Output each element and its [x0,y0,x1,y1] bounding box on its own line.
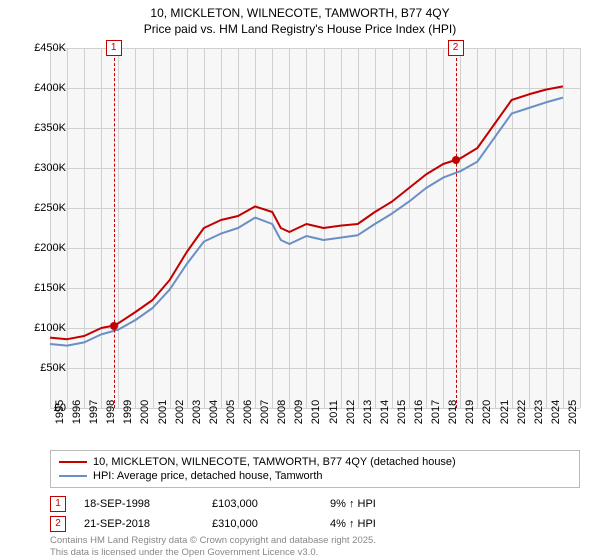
series-line-0 [50,86,563,339]
y-tick-label: £150K [34,282,66,294]
y-tick-label: £450K [34,42,66,54]
y-tick-label: £200K [34,242,66,254]
marker-line [114,48,115,408]
marker-line [456,48,457,408]
marker-box: 2 [448,40,464,56]
x-tick-label: 2010 [310,400,322,424]
x-tick-label: 2019 [464,400,476,424]
annotation-delta: 4% ↑ HPI [330,518,440,530]
annotation-date: 18-SEP-1998 [84,498,194,510]
x-tick-label: 2005 [225,400,237,424]
footer: Contains HM Land Registry data © Crown c… [50,535,376,558]
legend-item: 10, MICKLETON, WILNECOTE, TAMWORTH, B77 … [59,455,571,469]
annotation-row: 2 21-SEP-2018 £310,000 4% ↑ HPI [50,514,580,534]
title-line-1: 10, MICKLETON, WILNECOTE, TAMWORTH, B77 … [0,6,600,22]
x-tick-label: 2025 [567,400,579,424]
title-block: 10, MICKLETON, WILNECOTE, TAMWORTH, B77 … [0,0,600,37]
chart-container: 10, MICKLETON, WILNECOTE, TAMWORTH, B77 … [0,0,600,560]
legend-swatch [59,475,87,477]
y-tick-label: £50K [40,362,66,374]
x-tick-label: 2015 [396,400,408,424]
x-tick-label: 2006 [242,400,254,424]
marker-dot [110,322,118,330]
legend-item: HPI: Average price, detached house, Tamw… [59,469,571,483]
x-tick-label: 2021 [499,400,511,424]
x-tick-label: 2009 [293,400,305,424]
x-tick-label: 2011 [328,400,340,424]
x-tick-label: 1996 [71,400,83,424]
annotation-date: 21-SEP-2018 [84,518,194,530]
x-tick-label: 2016 [413,400,425,424]
x-tick-label: 2023 [533,400,545,424]
x-tick-label: 2022 [516,400,528,424]
chart-lines [50,48,580,408]
legend: 10, MICKLETON, WILNECOTE, TAMWORTH, B77 … [50,450,580,488]
x-tick-label: 2008 [276,400,288,424]
annotation-delta: 9% ↑ HPI [330,498,440,510]
marker-dot [452,156,460,164]
footer-line-2: This data is licensed under the Open Gov… [50,547,376,558]
annotation-marker-box: 1 [50,496,66,512]
gridline-vertical [580,48,581,408]
x-tick-label: 2018 [447,400,459,424]
annotation-price: £103,000 [212,498,312,510]
y-tick-label: £100K [34,322,66,334]
x-tick-label: 2024 [550,400,562,424]
x-tick-label: 2014 [379,400,391,424]
x-tick-label: 1998 [105,400,117,424]
x-tick-label: 2013 [362,400,374,424]
x-tick-label: 2020 [481,400,493,424]
x-tick-label: 2012 [345,400,357,424]
footer-line-1: Contains HM Land Registry data © Crown c… [50,535,376,546]
y-tick-label: £400K [34,82,66,94]
y-tick-label: £350K [34,122,66,134]
annotation-row: 1 18-SEP-1998 £103,000 9% ↑ HPI [50,494,580,514]
y-tick-label: £250K [34,202,66,214]
marker-box: 1 [106,40,122,56]
annotation-price: £310,000 [212,518,312,530]
x-tick-label: 1999 [122,400,134,424]
x-tick-label: 2001 [157,400,169,424]
x-tick-label: 2007 [259,400,271,424]
annotation-table: 1 18-SEP-1998 £103,000 9% ↑ HPI 2 21-SEP… [50,494,580,534]
x-tick-label: 2000 [139,400,151,424]
title-line-2: Price paid vs. HM Land Registry's House … [0,22,600,38]
x-tick-label: 2003 [191,400,203,424]
x-tick-label: 1995 [54,400,66,424]
legend-swatch [59,461,87,463]
y-tick-label: £300K [34,162,66,174]
x-tick-label: 2004 [208,400,220,424]
legend-label: HPI: Average price, detached house, Tamw… [93,470,323,482]
legend-label: 10, MICKLETON, WILNECOTE, TAMWORTH, B77 … [93,456,456,468]
x-tick-label: 2002 [174,400,186,424]
annotation-marker-box: 2 [50,516,66,532]
chart-area: 12 [50,48,580,408]
x-tick-label: 1997 [88,400,100,424]
x-tick-label: 2017 [430,400,442,424]
